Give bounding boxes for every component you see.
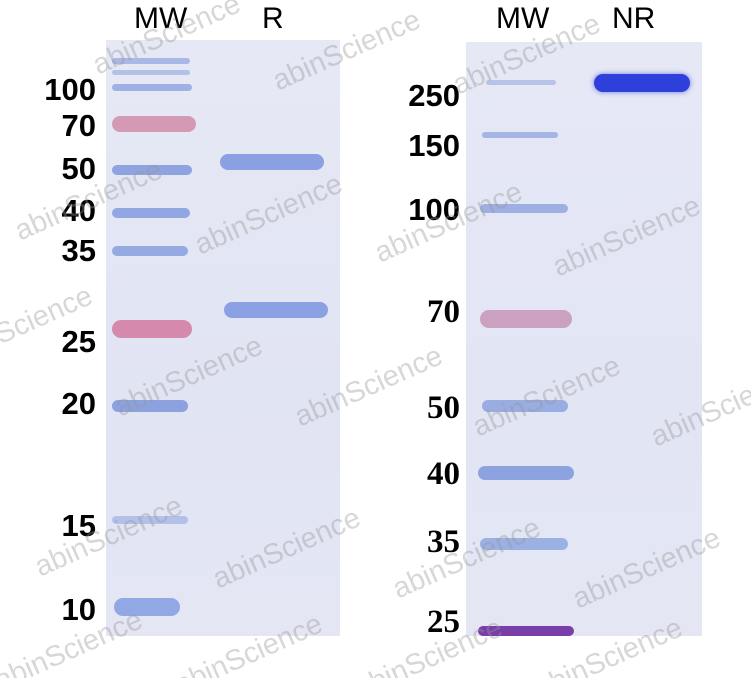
left-marker-label: 70 — [61, 108, 96, 143]
right-nr-header: NR — [612, 2, 656, 35]
nr-sample-band — [594, 74, 690, 92]
marker-band-20 — [112, 400, 188, 412]
marker-band-10 — [114, 598, 180, 616]
left-marker-label: 15 — [61, 508, 96, 543]
marker-band-40 — [112, 208, 190, 218]
sample-band-light — [224, 302, 328, 318]
marker-band-top-2 — [112, 70, 190, 75]
left-marker-label: 35 — [61, 233, 96, 268]
marker-band-250 — [486, 80, 556, 85]
left-marker-label: 40 — [61, 193, 96, 228]
marker-band-70 — [112, 116, 196, 132]
marker-band-100 — [480, 204, 568, 213]
marker-band-15 — [112, 516, 188, 524]
left-marker-label: 10 — [61, 592, 96, 627]
right-marker-label: 50 — [427, 390, 460, 426]
marker-band-40 — [478, 466, 574, 480]
right-mw-header: MW — [496, 2, 550, 35]
marker-band-25 — [478, 626, 574, 636]
marker-band-150 — [482, 132, 558, 138]
marker-band-50 — [112, 165, 192, 175]
left-marker-label: 25 — [61, 324, 96, 359]
marker-band-top-1 — [112, 58, 190, 64]
sample-band-heavy — [220, 154, 324, 170]
marker-band-25 — [112, 320, 192, 338]
right-marker-label: 250 — [408, 78, 460, 113]
right-marker-label: 150 — [408, 128, 460, 163]
right-gel — [466, 42, 702, 636]
marker-band-35 — [112, 246, 188, 256]
left-mw-header: MW — [134, 2, 188, 35]
left-gel — [106, 40, 340, 636]
right-marker-label: 70 — [427, 294, 460, 330]
right-marker-label: 25 — [427, 604, 460, 640]
left-marker-label: 20 — [61, 386, 96, 421]
right-marker-label: 100 — [408, 192, 460, 227]
right-marker-label: 40 — [427, 456, 460, 492]
left-r-header: R — [262, 2, 284, 35]
marker-band-100 — [112, 84, 192, 91]
marker-band-50 — [482, 400, 568, 412]
left-marker-label: 100 — [44, 72, 96, 107]
left-marker-label: 50 — [61, 151, 96, 186]
marker-band-35 — [480, 538, 568, 550]
marker-band-70 — [480, 310, 572, 328]
right-marker-label: 35 — [427, 524, 460, 560]
